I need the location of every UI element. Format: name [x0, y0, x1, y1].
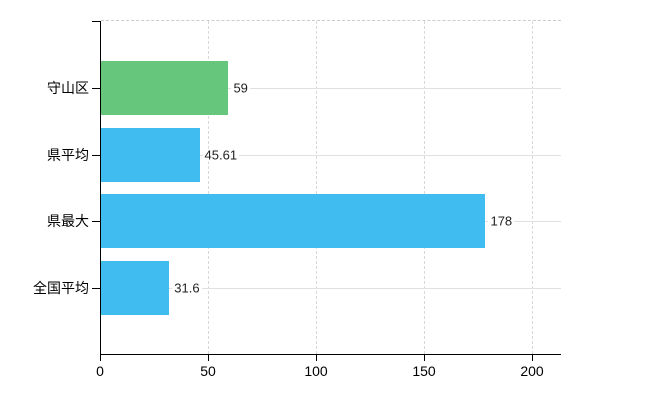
- category-tick: [92, 287, 100, 289]
- bar-value-label: 59: [231, 80, 250, 96]
- vertical-gridline: [208, 21, 209, 354]
- x-axis-tick: [424, 355, 425, 361]
- vertical-gridline: [424, 21, 425, 354]
- bar-4: [101, 260, 170, 315]
- x-axis-tick: [208, 355, 209, 361]
- bar-2: [101, 127, 200, 182]
- vertical-gridline: [316, 21, 317, 354]
- bar-1: [101, 61, 229, 115]
- category-tick: [92, 88, 100, 89]
- bar-3: [101, 194, 486, 248]
- horizontal-gridline: [101, 88, 561, 89]
- x-axis-tick-label: 0: [96, 363, 104, 379]
- x-axis-tick: [316, 355, 317, 361]
- horizontal-gridline: [101, 154, 561, 156]
- vertical-gridline: [532, 21, 533, 354]
- category-label: 県最大: [47, 213, 89, 229]
- category-label: 全国平均: [33, 279, 89, 296]
- plot-top-border: [101, 20, 561, 21]
- x-axis-tick-label: 150: [412, 363, 436, 379]
- y-axis-top-tick: [92, 21, 100, 22]
- bar-value-label: 31.6: [172, 280, 202, 295]
- x-axis-tick: [532, 355, 533, 361]
- bar-value-label: 178: [488, 213, 515, 229]
- plot-area: 59 45.61 178 31.6: [100, 20, 561, 355]
- category-tick: [92, 221, 100, 222]
- x-axis-tick-label: 100: [304, 363, 328, 379]
- category-tick: [92, 154, 100, 156]
- x-axis-tick-label: 200: [520, 363, 544, 379]
- category-label: 県平均: [47, 146, 89, 163]
- category-label: 守山区: [47, 80, 89, 96]
- horizontal-gridline: [101, 287, 561, 289]
- bar-value-label: 45.61: [202, 147, 240, 162]
- x-axis-tick: [100, 355, 101, 361]
- x-axis-tick-label: 50: [200, 363, 216, 379]
